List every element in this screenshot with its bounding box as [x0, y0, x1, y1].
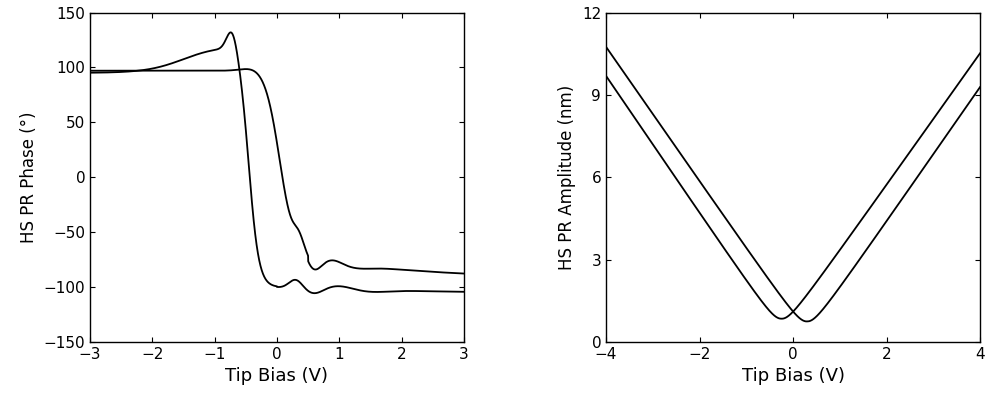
X-axis label: Tip Bias (V): Tip Bias (V): [742, 367, 845, 385]
X-axis label: Tip Bias (V): Tip Bias (V): [225, 367, 328, 385]
Y-axis label: HS PR Phase (°): HS PR Phase (°): [20, 111, 38, 243]
Y-axis label: HS PR Amplitude (nm): HS PR Amplitude (nm): [558, 85, 576, 270]
